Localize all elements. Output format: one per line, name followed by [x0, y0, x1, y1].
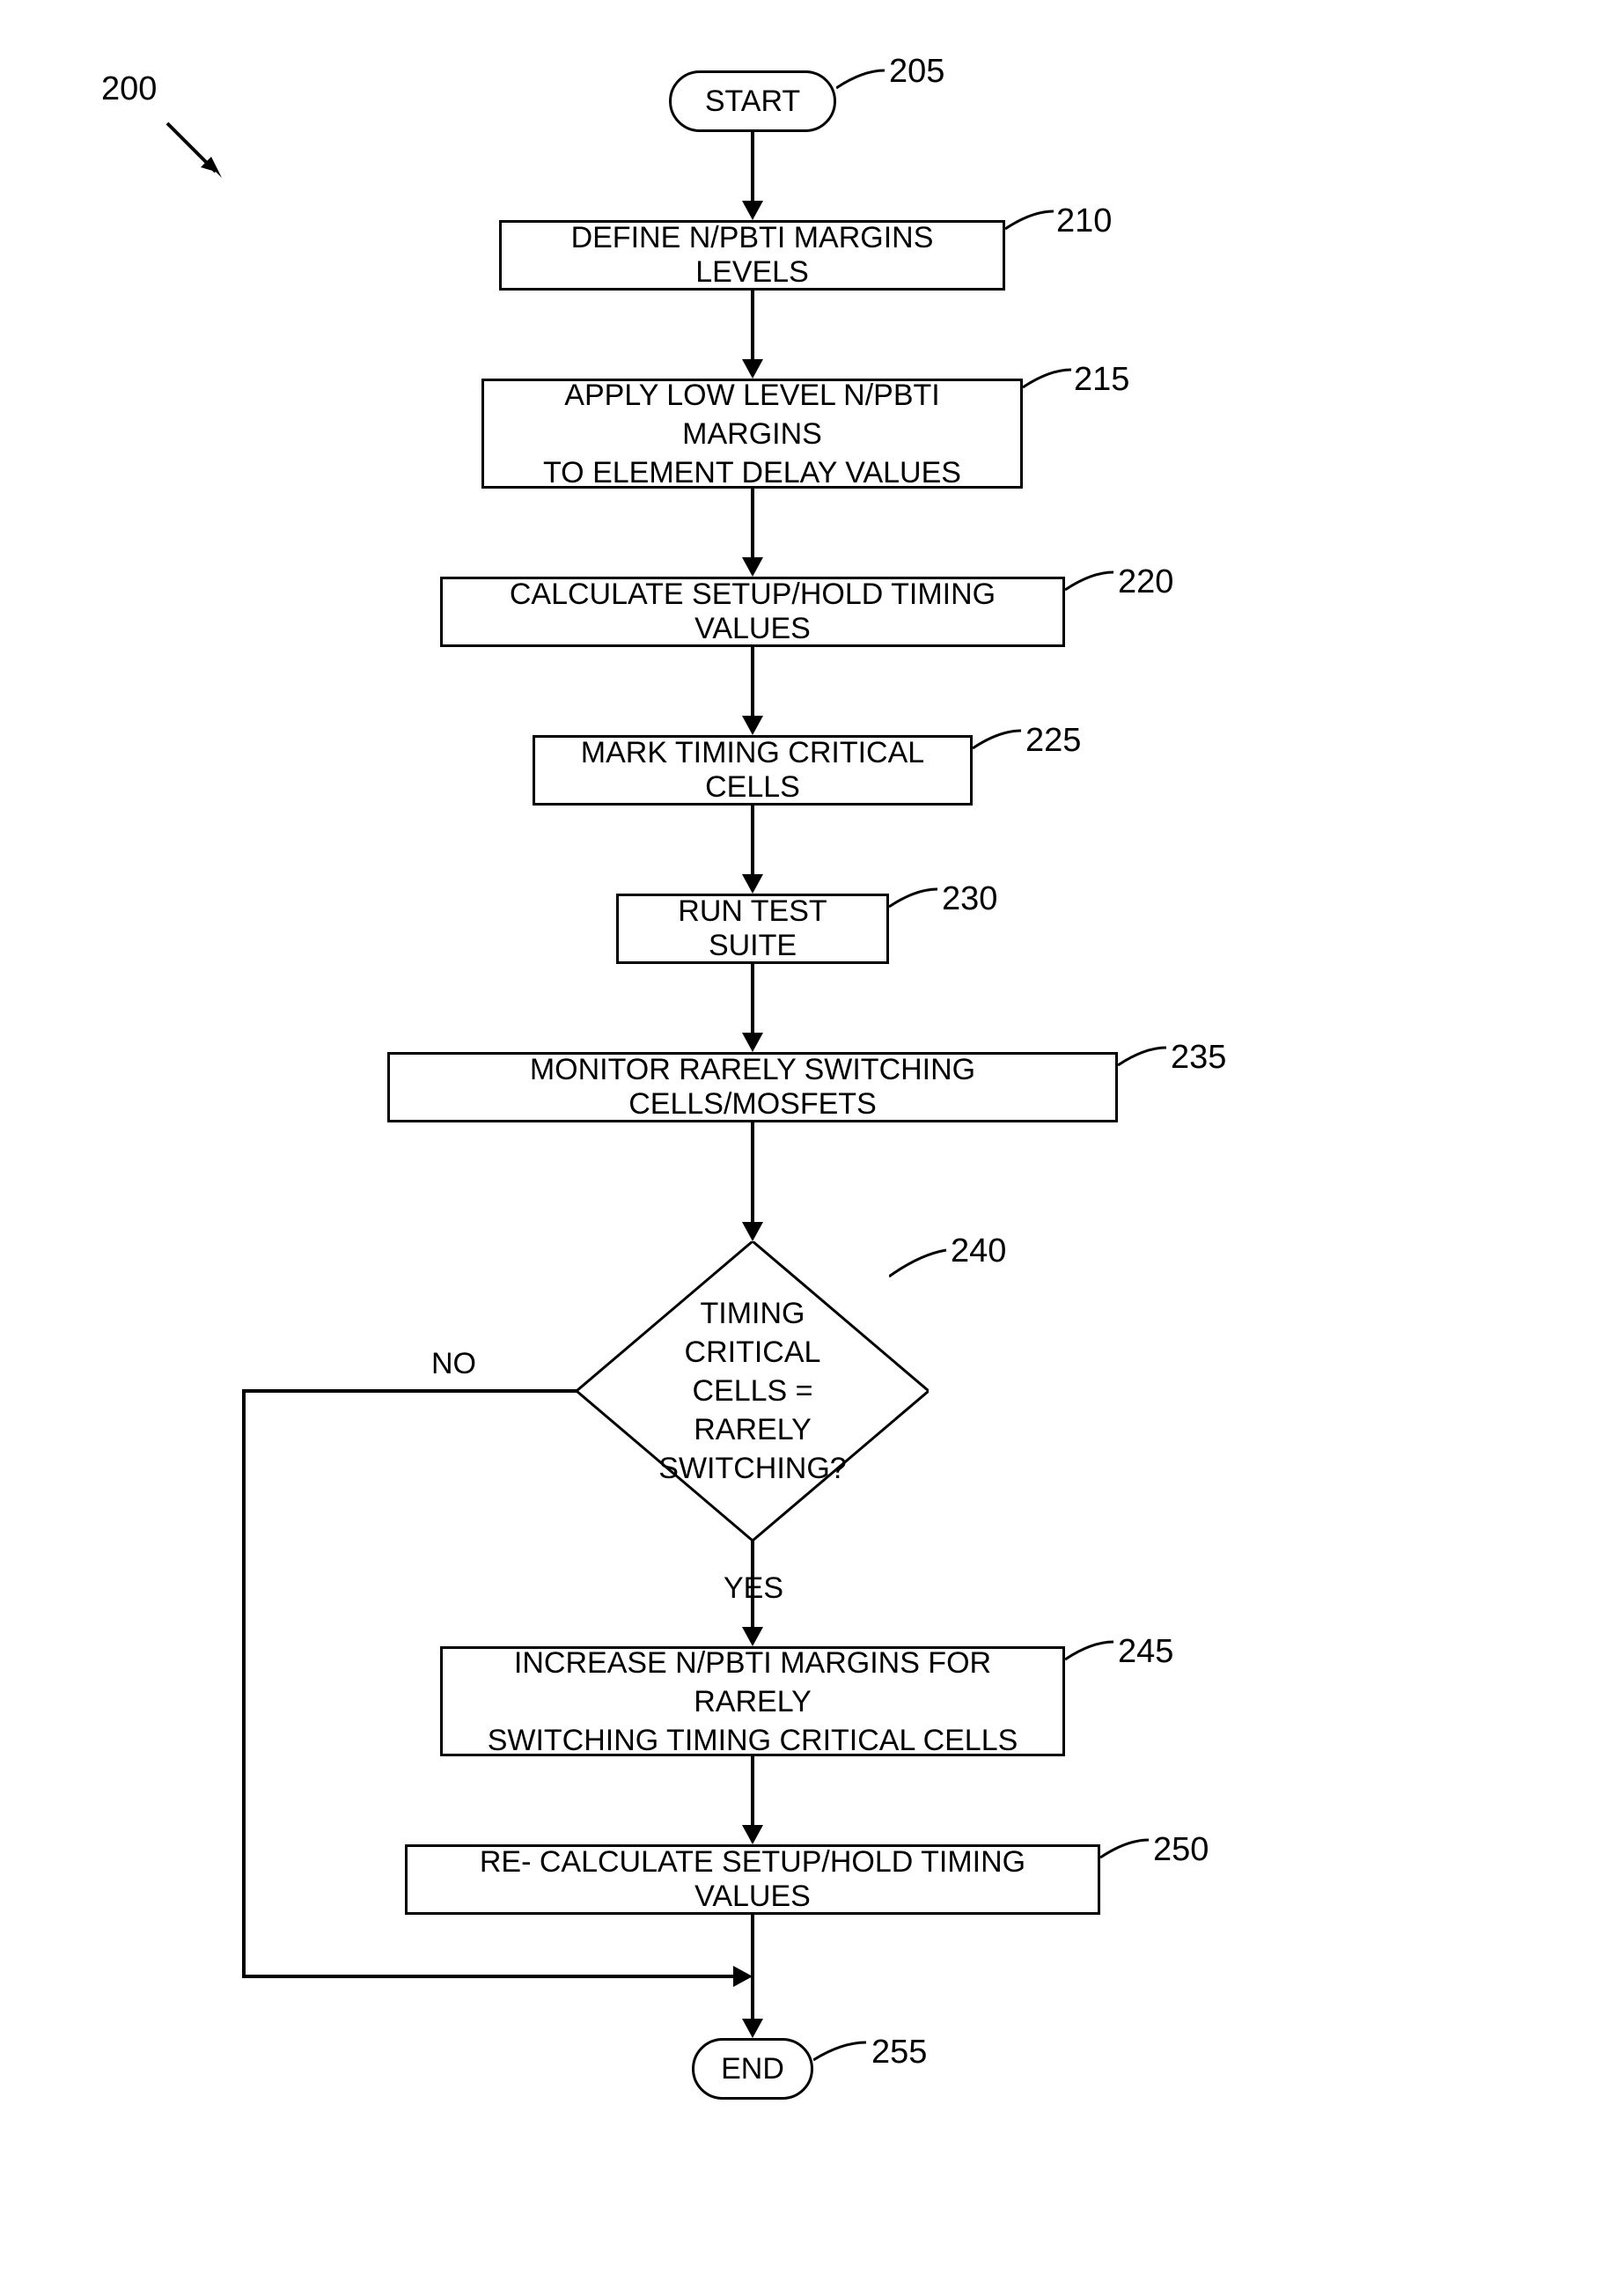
node-240-decision: TIMING CRITICAL CELLS = RARELY SWITCHING…	[577, 1241, 929, 1541]
node-225-text: MARK TIMING CRITICAL CELLS	[557, 736, 948, 805]
label-215: 215	[1074, 361, 1129, 399]
node-215-text: APPLY LOW LEVEL N/PBTI MARGINS TO ELEMEN…	[506, 376, 998, 492]
label-235: 235	[1171, 1039, 1226, 1077]
node-245-text: INCREASE N/PBTI MARGINS FOR RARELY SWITC…	[465, 1644, 1040, 1760]
label-connector-225	[973, 722, 1025, 757]
node-220-text: CALCULATE SETUP/HOLD TIMING VALUES	[465, 578, 1040, 646]
arrowhead-220-225	[742, 716, 763, 735]
node-235: MONITOR RARELY SWITCHING CELLS/MOSFETS	[387, 1052, 1118, 1122]
label-230: 230	[942, 880, 997, 918]
label-210: 210	[1056, 202, 1112, 240]
node-225: MARK TIMING CRITICAL CELLS	[533, 735, 973, 806]
label-connector-210	[1005, 202, 1058, 238]
node-215: APPLY LOW LEVEL N/PBTI MARGINS TO ELEMEN…	[481, 379, 1023, 489]
arrowhead-235-240	[742, 1222, 763, 1241]
diagram-ref-arrow	[158, 114, 246, 202]
node-end-text: END	[721, 2052, 784, 2086]
label-connector-245	[1065, 1633, 1118, 1668]
label-250: 250	[1153, 1831, 1209, 1869]
label-connector-230	[889, 880, 942, 916]
arrowhead-225-230	[742, 874, 763, 894]
label-220: 220	[1118, 563, 1173, 601]
label-connector-220	[1065, 563, 1118, 599]
node-210: DEFINE N/PBTI MARGINS LEVELS	[499, 220, 1005, 291]
node-end: END	[692, 2038, 813, 2100]
label-connector-235	[1118, 1039, 1171, 1074]
label-255: 255	[871, 2034, 927, 2071]
label-225: 225	[1025, 722, 1081, 760]
arrowhead-no-branch	[733, 1966, 753, 1987]
flowchart-container: 200 START 205 DEFINE N/PBTI MARGINS LEVE…	[0, 0, 1624, 2281]
arrow-235-240	[751, 1122, 754, 1224]
node-210-text: DEFINE N/PBTI MARGINS LEVELS	[524, 221, 981, 290]
node-start: START	[669, 70, 836, 132]
node-240-text: TIMING CRITICAL CELLS = RARELY SWITCHING…	[658, 1294, 846, 1488]
diagram-ref-200: 200	[101, 70, 157, 108]
label-240: 240	[951, 1232, 1006, 1270]
arrow-240-245	[751, 1541, 754, 1629]
node-230-text: RUN TEST SUITE	[641, 894, 864, 963]
node-245: INCREASE N/PBTI MARGINS FOR RARELY SWITC…	[440, 1646, 1065, 1756]
arrowhead-245-250	[742, 1825, 763, 1844]
label-connector-205	[836, 62, 889, 97]
arrow-205-210	[751, 132, 754, 202]
node-start-text: START	[705, 85, 800, 119]
arrow-230-235	[751, 964, 754, 1034]
no-branch-horiz	[242, 1389, 577, 1393]
no-label: NO	[431, 1347, 476, 1381]
arrow-210-215	[751, 291, 754, 361]
label-205: 205	[889, 53, 944, 91]
label-connector-240	[889, 1246, 951, 1281]
arrow-250-255	[751, 1915, 754, 2020]
no-branch-horiz2	[242, 1975, 735, 1978]
arrow-245-250	[751, 1756, 754, 1827]
no-branch-vert	[242, 1389, 246, 1976]
label-connector-215	[1023, 361, 1076, 396]
label-connector-255	[813, 2034, 871, 2069]
node-220: CALCULATE SETUP/HOLD TIMING VALUES	[440, 577, 1065, 647]
arrow-215-220	[751, 489, 754, 559]
arrow-225-230	[751, 806, 754, 876]
node-250: RE- CALCULATE SETUP/HOLD TIMING VALUES	[405, 1844, 1100, 1915]
arrowhead-230-235	[742, 1033, 763, 1052]
arrow-220-225	[751, 647, 754, 717]
arrowhead-250-255	[742, 2019, 763, 2038]
node-230: RUN TEST SUITE	[616, 894, 889, 964]
arrowhead-205-210	[742, 201, 763, 220]
arrowhead-215-220	[742, 557, 763, 577]
node-235-text: MONITOR RARELY SWITCHING CELLS/MOSFETS	[412, 1053, 1093, 1122]
label-245: 245	[1118, 1633, 1173, 1671]
node-250-text: RE- CALCULATE SETUP/HOLD TIMING VALUES	[430, 1845, 1076, 1914]
label-connector-250	[1100, 1831, 1153, 1866]
